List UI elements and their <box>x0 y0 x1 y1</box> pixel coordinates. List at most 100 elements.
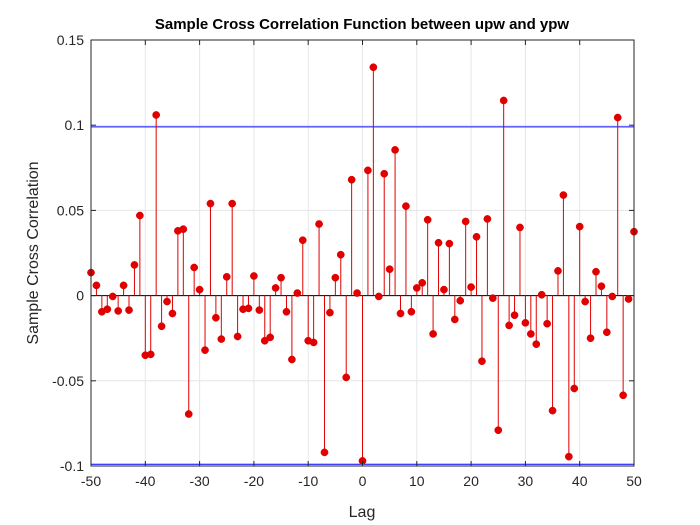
x-axis-label: Lag <box>349 504 376 521</box>
stem-marker <box>130 261 139 269</box>
stem-marker <box>521 319 530 327</box>
x-tick-label: -50 <box>81 473 101 489</box>
stem-marker <box>510 311 519 320</box>
stem-marker <box>119 281 128 290</box>
stem-marker <box>103 305 112 314</box>
x-tick-label: 0 <box>359 473 367 489</box>
x-tick-label: -30 <box>189 473 209 489</box>
stem-marker <box>293 289 302 297</box>
stem-marker <box>440 285 448 294</box>
y-tick-label: 0.15 <box>57 32 84 48</box>
stem-marker <box>412 284 421 292</box>
stem-marker <box>146 350 155 359</box>
chart-title: Sample Cross Correlation Function betwee… <box>155 16 570 33</box>
stem-marker <box>581 297 589 306</box>
stem-marker <box>298 236 307 245</box>
stem-marker <box>260 336 269 345</box>
stem-marker <box>592 267 600 276</box>
stem-marker <box>184 410 193 418</box>
stem-marker <box>195 285 204 294</box>
stem-marker <box>543 319 551 328</box>
stem-marker <box>423 215 432 224</box>
y-tick-label: -0.05 <box>52 373 84 389</box>
stem-marker <box>564 452 573 461</box>
stem-marker <box>364 166 372 175</box>
x-tick-label: -10 <box>298 473 318 489</box>
stem-marker <box>548 406 557 415</box>
y-tick-label: -0.1 <box>60 458 84 474</box>
stem-marker <box>450 315 459 324</box>
stem-marker <box>613 113 622 122</box>
x-tick-label: -20 <box>244 473 264 489</box>
stem-marker <box>478 357 486 366</box>
x-tick-label: 30 <box>518 473 534 489</box>
stem-marker <box>331 273 340 282</box>
stem-series <box>87 63 638 465</box>
stem-marker <box>152 111 161 119</box>
stem-marker <box>179 225 188 233</box>
stem-marker <box>347 175 356 184</box>
y-tick-label: 0.1 <box>65 117 85 133</box>
stem-marker <box>575 222 584 231</box>
y-tick-label: 0.05 <box>57 202 84 218</box>
stem-marker <box>320 448 329 457</box>
stem-marker <box>342 373 351 382</box>
x-tick-label: 10 <box>409 473 425 489</box>
stem-marker <box>467 283 475 291</box>
x-tick-label: 20 <box>463 473 479 489</box>
stem-marker <box>277 273 285 282</box>
stem-marker <box>516 223 524 232</box>
stem-marker <box>391 146 399 154</box>
y-tick-label: 0 <box>76 288 84 304</box>
x-tick-label: 50 <box>626 473 642 489</box>
stem-marker <box>494 426 503 435</box>
ticks <box>90 39 635 467</box>
stem-marker <box>336 250 345 259</box>
stem-marker <box>429 330 437 338</box>
stem-marker <box>624 295 633 303</box>
stem-marker <box>255 306 264 314</box>
stem-marker <box>445 239 454 248</box>
stem-marker <box>108 292 117 301</box>
stem-marker <box>163 297 171 306</box>
stem-marker <box>157 322 166 331</box>
stem-marker <box>570 384 579 393</box>
stem-marker <box>201 346 209 354</box>
stem-marker <box>212 313 220 322</box>
stem-marker <box>217 335 226 343</box>
stem-marker <box>537 290 546 299</box>
stem-marker <box>326 308 334 317</box>
stem-marker <box>619 391 627 400</box>
x-tick-label: 40 <box>572 473 588 489</box>
stem-marker <box>526 330 535 338</box>
stem-marker <box>559 191 568 199</box>
stem-marker <box>434 238 443 247</box>
stem-marker <box>407 307 416 316</box>
stem-marker <box>282 307 291 316</box>
stem-marker <box>369 63 378 72</box>
stem-marker <box>244 304 253 313</box>
stem-marker <box>168 309 177 318</box>
stem-marker <box>233 332 242 341</box>
stem-marker <box>92 281 101 290</box>
stem-marker <box>603 328 611 337</box>
stem-marker <box>250 272 258 280</box>
stem-marker <box>125 306 133 314</box>
stem-marker <box>222 273 231 281</box>
stem-marker <box>488 294 497 303</box>
stem-marker <box>608 292 617 301</box>
stem-marker <box>374 292 383 301</box>
stem-marker <box>315 220 323 228</box>
stem-marker <box>418 278 427 287</box>
stem-marker <box>266 333 275 342</box>
stem-marker <box>499 96 508 105</box>
stem-marker <box>271 284 280 292</box>
y-axis-label: Sample Cross Correlation <box>25 161 42 344</box>
stem-marker <box>190 263 199 272</box>
stem-marker <box>402 202 410 210</box>
stem-marker <box>532 340 541 349</box>
stem-marker <box>206 199 215 208</box>
stem-marker <box>309 338 318 347</box>
